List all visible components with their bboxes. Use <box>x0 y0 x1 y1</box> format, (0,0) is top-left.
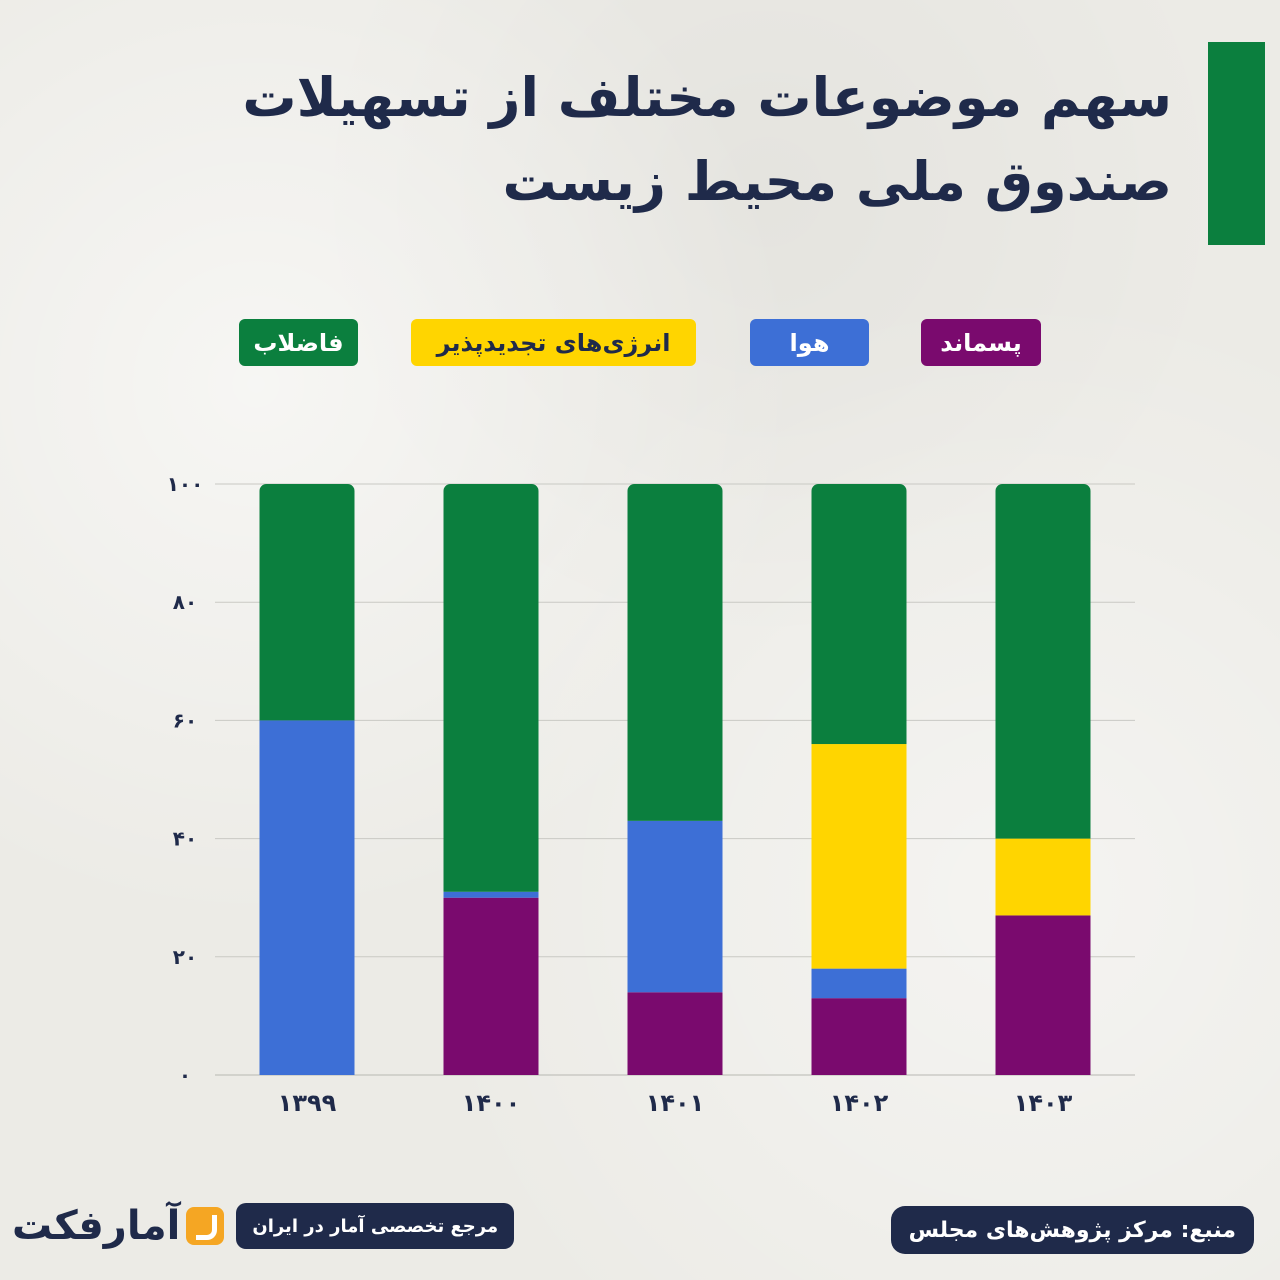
legend-label-sewage: فاضلاب <box>253 328 344 357</box>
source-badge: منبع: مرکز پژوهش‌های مجلس <box>890 1206 1254 1254</box>
legend-item-waste: پسماند <box>921 319 1041 366</box>
bar-group <box>627 484 723 1075</box>
bar-segment-waste <box>811 998 907 1075</box>
bar-segment-air <box>627 820 723 993</box>
chart-legend: پسماند هوا انرژی‌های تجدیدپذیر فاضلاب <box>0 319 1280 366</box>
legend-item-air: هوا <box>750 319 869 366</box>
bar-group <box>995 484 1091 1075</box>
title-line-1: سهم موضوعات مختلف از تسهیلات <box>242 66 1172 129</box>
legend-label-waste: پسماند <box>940 328 1022 357</box>
x-tick-label: ۱۴۰۲ <box>830 1089 889 1117</box>
bar-segment-sewage <box>811 484 907 745</box>
bar-group <box>443 484 539 1075</box>
brand-logo: آمارفکت <box>12 1203 181 1249</box>
bar-segment-air <box>259 720 355 1075</box>
x-tick-label: ۱۴۰۱ <box>646 1089 705 1117</box>
legend-label-air: هوا <box>789 328 830 357</box>
x-tick-label: ۱۳۹۹ <box>278 1089 337 1117</box>
bar-segment-air <box>811 968 907 999</box>
bar-segment-waste <box>995 915 1091 1075</box>
bar-group <box>259 484 355 1075</box>
legend-item-renewable: انرژی‌های تجدیدپذیر <box>411 319 696 366</box>
bar-segment-sewage <box>995 484 1091 839</box>
bar-segment-waste <box>443 897 539 1075</box>
bar-segment-sewage <box>443 484 539 892</box>
x-tick-label: ۱۴۰۳ <box>1014 1089 1073 1117</box>
y-tick-label: ۲۰ <box>173 945 197 969</box>
bar-group <box>811 484 907 1075</box>
bar-segment-renewable <box>995 838 1091 916</box>
bar-segment-sewage <box>259 484 355 721</box>
bar-segment-renewable <box>811 744 907 969</box>
bar-segment-air <box>443 891 539 898</box>
brand-logo-icon <box>186 1207 225 1245</box>
bar-segment-sewage <box>627 484 723 821</box>
legend-label-renewable: انرژی‌های تجدیدپذیر <box>436 328 671 357</box>
y-tick-label: ۱۰۰ <box>167 472 204 496</box>
y-tick-label: ۰ <box>179 1063 191 1087</box>
brand-footer: آمارفکت مرجع تخصصی آمار در ایران <box>12 1200 515 1252</box>
x-tick-label: ۱۴۰۰ <box>462 1089 521 1117</box>
page-title: سهم موضوعات مختلف از تسهیلات صندوق ملی م… <box>92 56 1172 224</box>
y-tick-label: ۴۰ <box>173 827 197 851</box>
y-tick-label: ۸۰ <box>173 590 197 614</box>
title-accent-bar <box>1208 42 1265 245</box>
brand-tagline: مرجع تخصصی آمار در ایران <box>236 1203 515 1249</box>
legend-item-sewage: فاضلاب <box>239 319 358 366</box>
y-tick-label: ۶۰ <box>173 708 197 732</box>
bar-segment-waste <box>627 992 723 1075</box>
title-line-2: صندوق ملی محیط زیست <box>502 150 1172 213</box>
